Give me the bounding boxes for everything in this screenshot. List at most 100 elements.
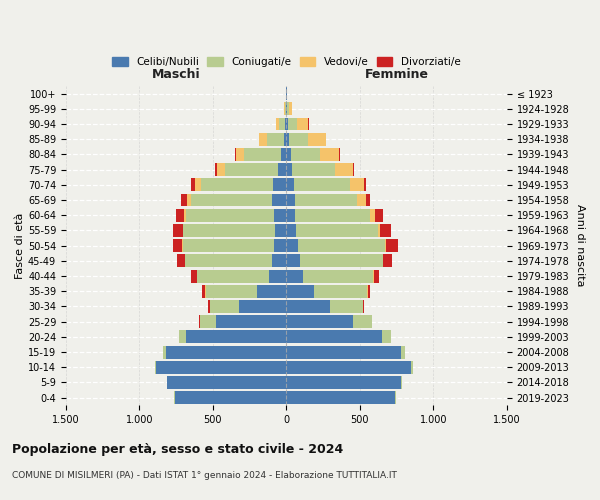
Bar (185, 254, 272, 268)
Bar (286, 285, 314, 298)
Bar (286, 118, 288, 130)
Bar (163, 346, 166, 358)
Bar (364, 178, 367, 192)
Bar (216, 315, 286, 328)
Bar (244, 148, 281, 161)
Bar (266, 132, 284, 145)
Bar (177, 254, 185, 268)
Bar (286, 132, 289, 145)
Bar (289, 102, 292, 116)
Bar (295, 178, 350, 192)
Bar (280, 118, 285, 130)
Bar (385, 239, 386, 252)
Bar (187, 330, 286, 344)
Bar (380, 224, 391, 237)
Bar (291, 148, 320, 161)
Text: COMUNE DI MISILMERI (PA) - Dati ISTAT 1° gennaio 2024 - Elaborazione TUTTITALIA.: COMUNE DI MISILMERI (PA) - Dati ISTAT 1°… (12, 470, 397, 480)
Bar (374, 270, 379, 282)
Bar (173, 224, 183, 237)
Bar (284, 132, 286, 145)
Bar (197, 270, 269, 282)
Bar (412, 361, 413, 374)
Bar (191, 270, 197, 282)
Bar (302, 270, 373, 282)
Bar (281, 148, 286, 161)
Bar (185, 209, 274, 222)
Bar (386, 239, 398, 252)
Bar (259, 132, 266, 145)
Bar (277, 118, 280, 130)
Bar (357, 194, 366, 206)
Bar (298, 239, 385, 252)
Bar (286, 361, 412, 374)
Y-axis label: Anni di nascita: Anni di nascita (575, 204, 585, 287)
Bar (353, 315, 371, 328)
Bar (224, 163, 278, 176)
Bar (296, 118, 308, 130)
Text: Maschi: Maschi (152, 68, 200, 82)
Bar (239, 300, 286, 313)
Bar (378, 224, 380, 237)
Bar (191, 194, 272, 206)
Bar (301, 254, 383, 268)
Bar (235, 148, 236, 161)
Bar (289, 132, 308, 145)
Bar (184, 209, 185, 222)
Bar (257, 285, 286, 298)
Bar (374, 209, 383, 222)
Bar (382, 330, 391, 344)
Bar (401, 346, 404, 358)
Bar (363, 300, 364, 313)
Bar (286, 346, 401, 358)
Bar (181, 194, 187, 206)
Bar (296, 224, 378, 237)
Bar (200, 315, 216, 328)
Bar (288, 118, 296, 130)
Bar (187, 194, 191, 206)
Bar (202, 285, 205, 298)
Bar (176, 209, 184, 222)
Bar (331, 300, 363, 313)
Bar (287, 102, 289, 116)
Bar (284, 102, 285, 116)
Bar (335, 163, 353, 176)
Bar (383, 254, 392, 268)
Bar (208, 300, 210, 313)
Bar (286, 300, 331, 313)
Bar (175, 391, 286, 404)
Bar (286, 270, 302, 282)
Bar (286, 391, 395, 404)
Bar (275, 224, 286, 237)
Bar (286, 148, 291, 161)
Bar (274, 239, 286, 252)
Bar (184, 224, 275, 237)
Bar (286, 315, 353, 328)
Bar (286, 254, 301, 268)
Y-axis label: Fasce di età: Fasce di età (15, 212, 25, 279)
Bar (339, 148, 340, 161)
Bar (201, 178, 273, 192)
Bar (286, 330, 382, 344)
Bar (350, 178, 364, 192)
Legend: Celibi/Nubili, Coniugati/e, Vedovi/e, Divorziati/e: Celibi/Nubili, Coniugati/e, Vedovi/e, Di… (108, 53, 464, 72)
Bar (353, 163, 354, 176)
Bar (286, 239, 298, 252)
Bar (285, 102, 286, 116)
Bar (285, 118, 286, 130)
Bar (236, 148, 244, 161)
Bar (273, 178, 286, 192)
Bar (173, 239, 182, 252)
Bar (320, 148, 339, 161)
Bar (286, 209, 295, 222)
Text: Femmine: Femmine (365, 68, 428, 82)
Bar (179, 330, 187, 344)
Bar (286, 163, 292, 176)
Bar (272, 254, 286, 268)
Bar (295, 209, 370, 222)
Bar (272, 194, 286, 206)
Bar (278, 163, 286, 176)
Bar (155, 361, 286, 374)
Bar (286, 178, 295, 192)
Bar (286, 224, 296, 237)
Bar (167, 376, 286, 389)
